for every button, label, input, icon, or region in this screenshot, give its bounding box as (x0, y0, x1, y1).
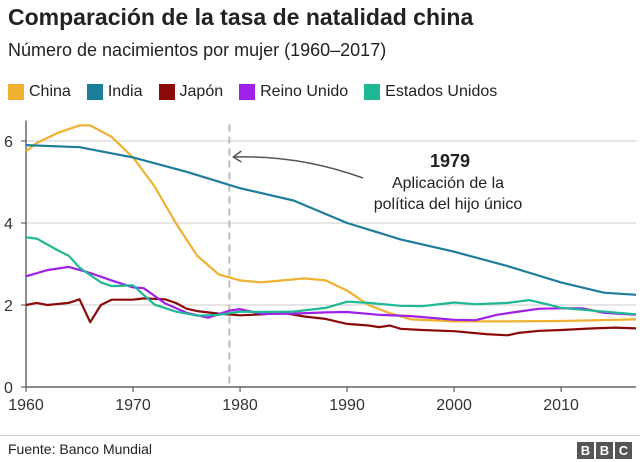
legend-swatch (364, 84, 381, 100)
y-tick-label: 0 (4, 380, 13, 397)
legend-swatch (158, 84, 175, 100)
chart-subtitle: Número de nacimientos por mujer (1960–20… (8, 40, 387, 60)
x-tick-label: 1990 (329, 397, 365, 414)
logo-letter: C (615, 442, 632, 459)
legend: China India Japón Reino Unido Estados Unidos (8, 83, 497, 101)
legend-item: Reino Unido (239, 83, 348, 101)
logo-letter: B (596, 442, 613, 459)
x-tick-label: 1980 (222, 397, 258, 414)
logo-letter: B (577, 442, 594, 459)
x-tick-label: 2000 (436, 397, 472, 414)
legend-item: Japón (158, 83, 224, 101)
y-tick-label: 2 (4, 298, 13, 315)
annotation-year: 1979 (430, 151, 470, 171)
series-line-china (25, 124, 637, 323)
arrow-head-icon (232, 150, 242, 163)
legend-item: China (8, 83, 71, 101)
legend-label: Estados Unidos (385, 83, 498, 100)
footer-divider (0, 435, 640, 436)
x-tick-label: 1970 (115, 397, 151, 414)
legend-swatch (86, 84, 103, 100)
annotation-text: Aplicación de la (392, 175, 504, 192)
annotation-arrow (234, 156, 364, 179)
series-line-india (25, 144, 637, 296)
y-tick-label: 4 (4, 216, 13, 233)
y-tick-label: 6 (4, 134, 13, 151)
source-note: Fuente: Banco Mundial (8, 441, 152, 457)
legend-label: China (29, 83, 71, 100)
legend-label: Reino Unido (260, 83, 349, 100)
legend-swatch (8, 84, 24, 100)
x-tick-label: 1960 (8, 397, 44, 414)
annotation-text: política del hijo único (374, 196, 523, 213)
series-line-reino-unido (25, 265, 637, 322)
bbc-logo: B B C (577, 442, 632, 459)
series-line-estados-unidos (25, 236, 637, 317)
legend-item: Estados Unidos (364, 83, 497, 101)
legend-label: Japón (179, 83, 224, 100)
legend-label: India (107, 83, 143, 100)
chart-title: Comparación de la tasa de natalidad chin… (8, 4, 474, 30)
x-tick-label: 2010 (543, 397, 579, 414)
legend-swatch (239, 84, 256, 100)
line-chart: 0 2 4 6 1960 1970 1980 1990 2000 2010 1979 Aplicaci… (4, 120, 637, 414)
legend-item: India (86, 83, 143, 101)
